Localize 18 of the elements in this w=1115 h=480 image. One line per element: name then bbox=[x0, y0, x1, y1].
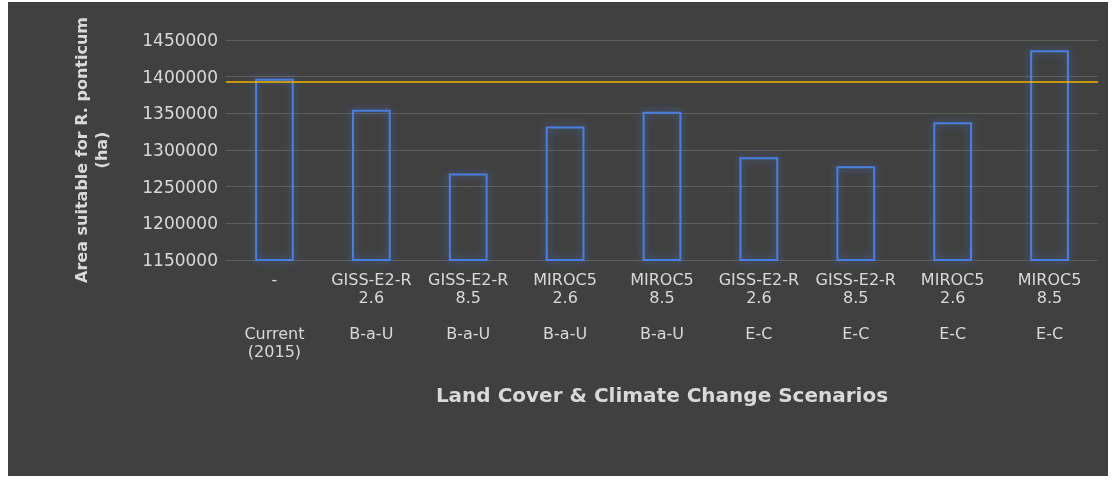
x-tick-label: MIROC5 8.5 E-C bbox=[1017, 269, 1082, 343]
x-axis-title: Land Cover & Climate Change Scenarios bbox=[435, 383, 889, 407]
y-tick-label: 1450000 bbox=[142, 30, 218, 50]
y-tick-label: 1250000 bbox=[142, 176, 218, 197]
x-tick-label: GISS-E2-R 8.5 B-a-U bbox=[428, 269, 509, 343]
x-tick-label: MIROC5 8.5 B-a-U bbox=[630, 269, 694, 343]
y-tick-label: 1200000 bbox=[142, 213, 218, 234]
x-tick-label: MIROC5 2.6 E-C bbox=[920, 269, 985, 343]
y-tick-label: 1400000 bbox=[142, 66, 218, 87]
y-tick-label: 1350000 bbox=[142, 103, 218, 124]
x-tick-label: GISS-E2-R 8.5 E-C bbox=[815, 269, 896, 343]
category-label: - Current (2015) bbox=[244, 269, 305, 361]
y-axis-title: Area suitable for R. ponticum (ha) bbox=[71, 17, 111, 283]
y-tick-label: 1300000 bbox=[142, 140, 218, 160]
y-tick-label: 1150000 bbox=[142, 250, 218, 270]
x-tick-label: GISS-E2-R 2.6 E-C bbox=[718, 269, 800, 343]
x-tick-label: MIROC5 2.6 B-a-U bbox=[533, 269, 597, 343]
x-tick-label: GISS-E2-R 2.6 B-a-U bbox=[331, 269, 412, 343]
